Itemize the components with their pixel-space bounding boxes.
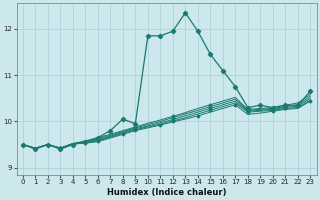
X-axis label: Humidex (Indice chaleur): Humidex (Indice chaleur) bbox=[107, 188, 226, 197]
